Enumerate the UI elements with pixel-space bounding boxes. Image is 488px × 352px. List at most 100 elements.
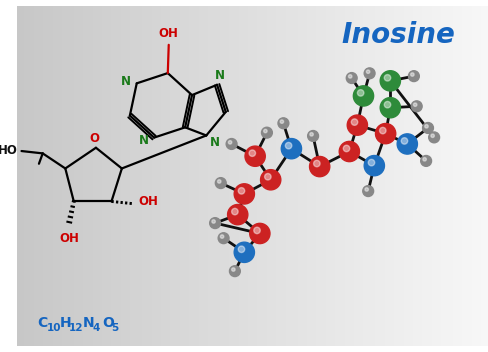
Circle shape xyxy=(264,174,270,180)
Bar xyxy=(144,6,146,346)
Bar xyxy=(215,6,217,346)
Bar xyxy=(222,6,224,346)
Circle shape xyxy=(362,186,373,196)
Bar xyxy=(177,6,180,346)
Bar xyxy=(325,6,327,346)
Bar xyxy=(118,6,121,346)
Circle shape xyxy=(280,120,283,123)
Circle shape xyxy=(396,134,417,154)
Circle shape xyxy=(364,68,374,79)
Bar xyxy=(57,6,60,346)
Bar xyxy=(257,6,259,346)
Circle shape xyxy=(226,139,237,149)
Bar xyxy=(264,6,266,346)
Circle shape xyxy=(375,124,395,144)
Circle shape xyxy=(430,134,433,138)
Bar xyxy=(424,6,426,346)
Circle shape xyxy=(346,115,367,135)
Bar xyxy=(485,6,488,346)
Bar xyxy=(212,6,215,346)
Bar xyxy=(168,6,170,346)
Bar xyxy=(306,6,309,346)
Circle shape xyxy=(309,133,313,136)
Bar xyxy=(62,6,64,346)
Bar xyxy=(348,6,351,346)
Bar xyxy=(36,6,39,346)
Bar xyxy=(34,6,36,346)
Circle shape xyxy=(366,70,369,74)
Bar xyxy=(382,6,384,346)
Bar xyxy=(217,6,220,346)
Bar xyxy=(24,6,27,346)
Bar xyxy=(377,6,379,346)
Bar xyxy=(379,6,382,346)
Bar xyxy=(454,6,457,346)
Circle shape xyxy=(413,103,416,106)
Text: N: N xyxy=(83,316,95,330)
Circle shape xyxy=(367,159,374,166)
Bar xyxy=(125,6,128,346)
Bar xyxy=(252,6,255,346)
Bar xyxy=(412,6,414,346)
Bar xyxy=(97,6,100,346)
Bar xyxy=(483,6,485,346)
Bar xyxy=(457,6,459,346)
Bar xyxy=(318,6,321,346)
Bar xyxy=(165,6,168,346)
Bar xyxy=(473,6,475,346)
Bar xyxy=(163,6,165,346)
Bar xyxy=(170,6,172,346)
Bar xyxy=(203,6,205,346)
Bar xyxy=(464,6,466,346)
Bar xyxy=(236,6,238,346)
Bar xyxy=(207,6,210,346)
Bar xyxy=(292,6,295,346)
Bar xyxy=(186,6,189,346)
Bar xyxy=(358,6,360,346)
Bar xyxy=(241,6,243,346)
Bar xyxy=(278,6,281,346)
Text: 12: 12 xyxy=(69,323,83,333)
Circle shape xyxy=(400,138,407,144)
Bar xyxy=(69,6,71,346)
Bar xyxy=(224,6,226,346)
Bar xyxy=(140,6,142,346)
Bar xyxy=(39,6,41,346)
Bar xyxy=(85,6,88,346)
Bar xyxy=(311,6,313,346)
Circle shape xyxy=(424,125,427,128)
Text: OH: OH xyxy=(59,232,79,245)
Bar xyxy=(71,6,74,346)
Bar xyxy=(172,6,175,346)
Circle shape xyxy=(420,156,431,166)
Bar xyxy=(17,6,20,346)
Bar xyxy=(447,6,450,346)
Circle shape xyxy=(217,180,221,183)
Circle shape xyxy=(209,218,220,228)
Bar xyxy=(466,6,468,346)
Bar xyxy=(175,6,177,346)
Circle shape xyxy=(263,129,266,133)
Circle shape xyxy=(249,223,269,244)
Text: C: C xyxy=(37,316,47,330)
Circle shape xyxy=(229,266,240,277)
Bar xyxy=(332,6,335,346)
Bar xyxy=(250,6,252,346)
Bar xyxy=(154,6,156,346)
Circle shape xyxy=(357,90,363,96)
Bar xyxy=(22,6,24,346)
Bar xyxy=(422,6,424,346)
Bar xyxy=(285,6,287,346)
Circle shape xyxy=(215,178,226,188)
Bar xyxy=(161,6,163,346)
Circle shape xyxy=(364,156,384,176)
Bar xyxy=(123,6,125,346)
Bar xyxy=(374,6,377,346)
Text: O: O xyxy=(102,316,114,330)
Circle shape xyxy=(248,150,255,156)
Bar xyxy=(468,6,471,346)
Text: N: N xyxy=(214,69,224,82)
Bar xyxy=(104,6,106,346)
Bar xyxy=(106,6,109,346)
Bar xyxy=(356,6,358,346)
